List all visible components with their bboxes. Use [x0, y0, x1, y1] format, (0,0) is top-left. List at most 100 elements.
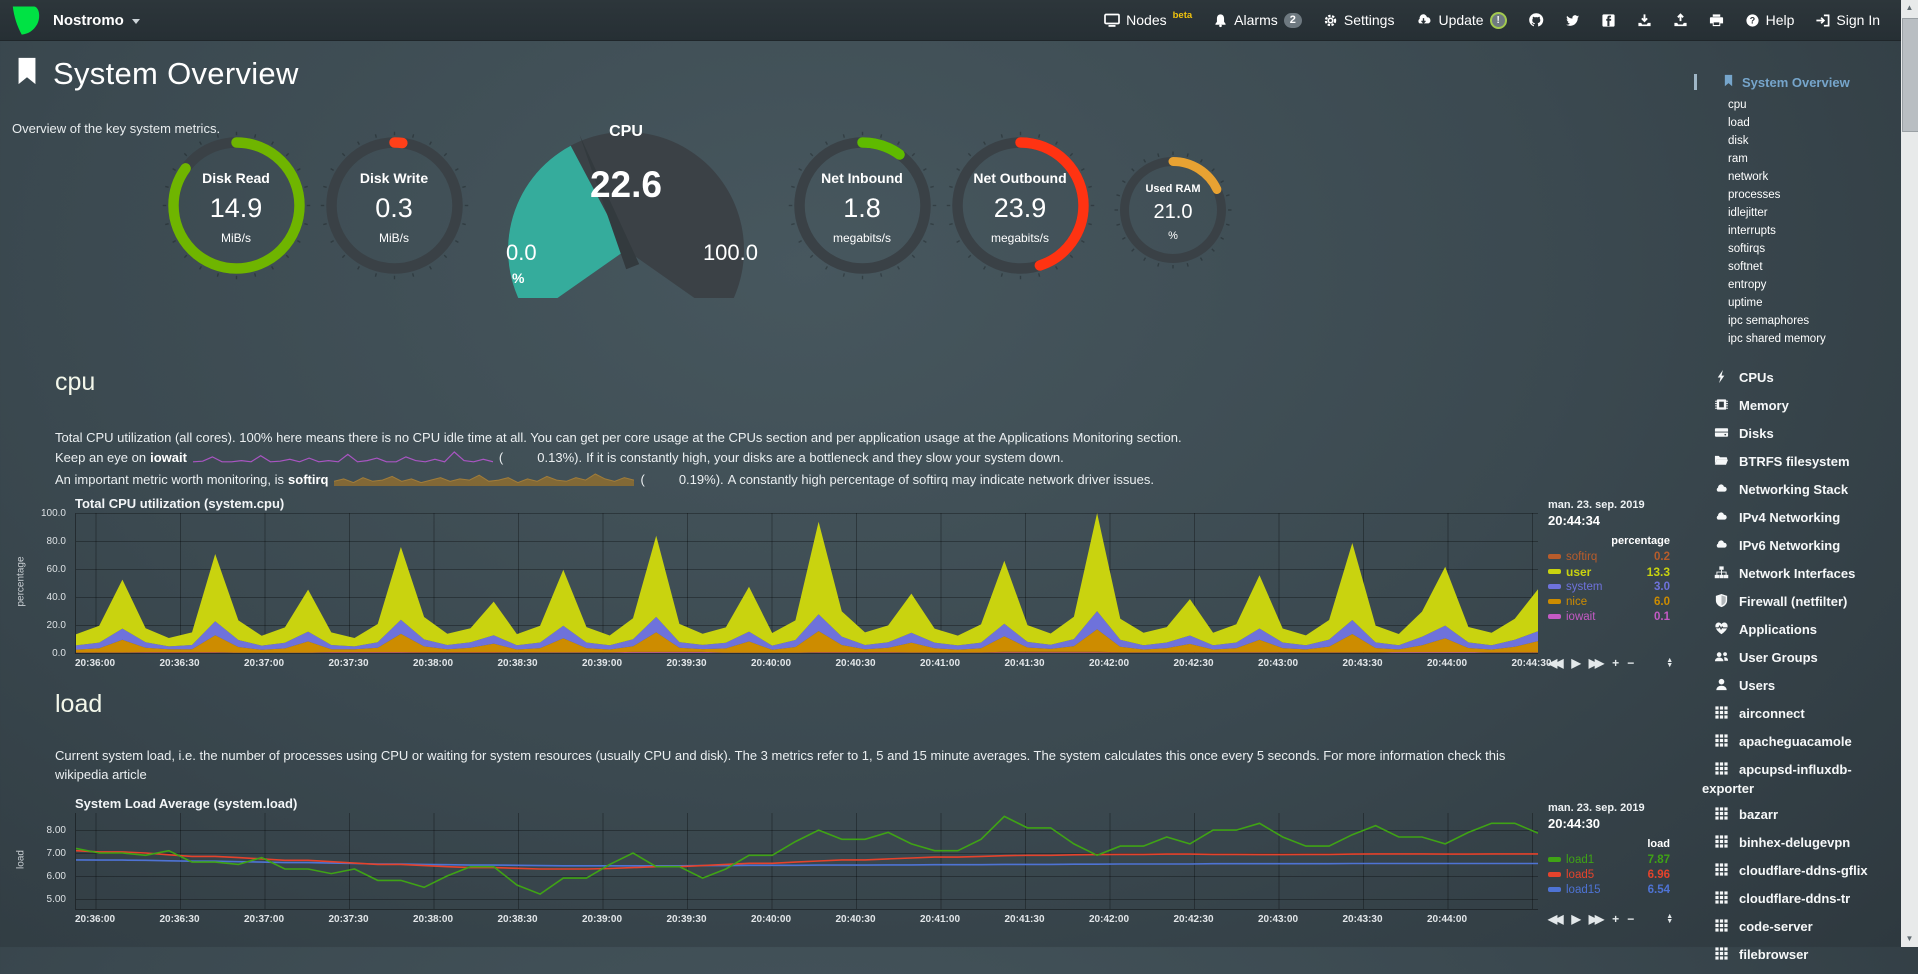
th-icon	[1714, 705, 1730, 724]
net-outbound-gauge[interactable]: Net Outbound 23.9 megabits/s	[944, 131, 1096, 280]
legend-row-load5[interactable]: load5 6.96	[1548, 867, 1670, 882]
resize-handle[interactable]: ▲ ▼	[1666, 912, 1674, 925]
pan-backward-button[interactable]: ◀◀	[1548, 912, 1564, 926]
sidebar-section-ipv4-networking[interactable]: IPv4 Networking	[1694, 509, 1892, 528]
sidebar-section-cloudflare-ddns-tr[interactable]: cloudflare-ddns-tr	[1694, 890, 1892, 909]
sidebar-subitem-softirqs[interactable]: softirqs	[1728, 243, 1766, 255]
sidebar-section-label: Disks	[1739, 426, 1774, 441]
sidebar-section-airconnect[interactable]: airconnect	[1694, 705, 1892, 724]
sidebar-subitem-disk[interactable]: disk	[1728, 135, 1749, 147]
legend-row-iowait[interactable]: iowait 0.1	[1548, 609, 1670, 624]
print-button[interactable]	[1709, 13, 1724, 28]
hostname-dropdown[interactable]: Nostromo	[53, 12, 140, 29]
legend-row-load15[interactable]: load15 6.54	[1548, 882, 1670, 897]
github-button[interactable]	[1528, 12, 1544, 28]
netdata-logo-icon[interactable]	[10, 4, 40, 37]
disk-read-gauge[interactable]: Disk Read 14.9 MiB/s	[160, 131, 312, 280]
sidebar-section-apacheguacamole[interactable]: apacheguacamole	[1694, 733, 1892, 752]
iowait-sparkline[interactable]	[192, 450, 493, 465]
wikipedia-link[interactable]: wikipedia article	[55, 767, 147, 782]
sidebar-submenu: cpu load disk ram network processes idlejitter…	[1694, 99, 1902, 351]
pan-forward-button[interactable]: ▶▶	[1588, 656, 1605, 670]
zoom-out-button[interactable]: −	[1627, 656, 1635, 670]
sidebar-subitem-cpu[interactable]: cpu	[1728, 99, 1747, 111]
legend-row-nice[interactable]: nice 6.0	[1548, 594, 1670, 609]
scrollbar-up-arrow[interactable]: ▲	[1905, 3, 1914, 12]
sidebar-subitem-entropy[interactable]: entropy	[1728, 279, 1767, 291]
legend-row-load1[interactable]: load1 7.87	[1548, 852, 1670, 867]
zoom-in-button[interactable]: +	[1612, 912, 1620, 926]
sidebar-section-label: CPUs	[1739, 370, 1774, 385]
sidebar-section-networking-stack[interactable]: Networking Stack	[1694, 481, 1892, 500]
sidebar-subitem-ram[interactable]: ram	[1728, 153, 1748, 165]
sidebar-item-system-overview[interactable]: System Overview	[1694, 74, 1902, 90]
th-icon	[1714, 761, 1730, 780]
sidebar-section-code-server[interactable]: code-server	[1694, 918, 1892, 937]
sidebar-section-users[interactable]: Users	[1694, 677, 1892, 696]
sidebar-section-cloudflare-ddns-gflix[interactable]: cloudflare-ddns-gflix	[1694, 862, 1892, 881]
pan-forward-button[interactable]: ▶▶	[1588, 912, 1605, 926]
used-ram-gauge[interactable]: Used RAM 21.0 %	[1110, 151, 1236, 269]
sidebar-section-filebrowser[interactable]: filebrowser	[1694, 946, 1892, 965]
legend-row-user[interactable]: user 13.3	[1548, 564, 1670, 579]
sidebar-subitem-network[interactable]: network	[1728, 171, 1769, 183]
pan-backward-button[interactable]: ◀◀	[1548, 656, 1564, 670]
sidebar-section-memory[interactable]: Memory	[1694, 397, 1892, 416]
chart-plot-area[interactable]	[75, 813, 1538, 910]
alarms-button[interactable]: Alarms 2	[1213, 12, 1302, 28]
sidebar-section-applications[interactable]: Applications	[1694, 621, 1892, 640]
sidebar-section-user-groups[interactable]: User Groups	[1694, 649, 1892, 668]
import-button[interactable]	[1673, 12, 1688, 28]
disk-write-gauge[interactable]: Disk Write 0.3 MiB/s	[318, 131, 470, 280]
chart-plot-area[interactable]	[75, 513, 1538, 654]
softirq-sparkline[interactable]	[334, 472, 635, 487]
twitter-button[interactable]	[1565, 13, 1580, 28]
legend-date: man. 23. sep. 2019	[1548, 499, 1645, 511]
scrollbar-down-arrow[interactable]: ▼	[1905, 934, 1914, 943]
sidebar-subitem-ipc-semaphores[interactable]: ipc semaphores	[1728, 315, 1810, 327]
play-button[interactable]: ▶	[1571, 912, 1581, 926]
legend-row-system[interactable]: system 3.0	[1548, 579, 1670, 594]
legend-date: man. 23. sep. 2019	[1548, 802, 1645, 814]
sidebar-section-disks[interactable]: Disks	[1694, 425, 1892, 444]
resize-handle[interactable]: ▲ ▼	[1666, 656, 1674, 669]
sidebar-section-ipv6-networking[interactable]: IPv6 Networking	[1694, 537, 1892, 556]
load-section-heading: load	[55, 690, 103, 718]
help-button[interactable]: ? Help	[1745, 12, 1794, 28]
sidebar-subitem-ipc-shared-memory[interactable]: ipc shared memory	[1728, 333, 1826, 345]
sidebar-section-label: Networking Stack	[1739, 482, 1849, 497]
update-button[interactable]: Update !	[1415, 11, 1507, 29]
net-inbound-gauge[interactable]: Net Inbound 1.8 megabits/s	[786, 131, 938, 280]
sidebar-subitem-interrupts[interactable]: interrupts	[1728, 225, 1776, 237]
sidebar-subitem-idlejitter[interactable]: idlejitter	[1728, 207, 1768, 219]
nodes-button[interactable]: Nodes beta	[1104, 9, 1193, 28]
gauge-title: Disk Write	[359, 170, 429, 186]
sidebar-subitem-softnet[interactable]: softnet	[1728, 261, 1763, 273]
play-button[interactable]: ▶	[1571, 656, 1581, 670]
sidebar-section-network-interfaces[interactable]: Network Interfaces	[1694, 565, 1892, 584]
page-scrollbar[interactable]: ▲ ▼	[1901, 0, 1918, 947]
cpu-utilization-chart[interactable]: Total CPU utilization (system.cpu) perce…	[15, 496, 1674, 670]
sign-in-button[interactable]: Sign In	[1815, 12, 1880, 28]
load-average-chart[interactable]: System Load Average (system.load) load 8…	[15, 796, 1674, 926]
facebook-button[interactable]	[1601, 13, 1616, 28]
legend-row-softirq[interactable]: softirq 0.2	[1548, 549, 1670, 564]
sidebar-subitem-uptime[interactable]: uptime	[1728, 297, 1763, 309]
sidebar-section-firewall-netfilter-[interactable]: Firewall (netfilter)	[1694, 593, 1892, 612]
settings-button[interactable]: Settings	[1323, 12, 1394, 28]
sidebar-section-cpus[interactable]: CPUs	[1694, 369, 1892, 388]
cpu-gauge[interactable]: CPU 22.6 0.0 100.0 %	[480, 112, 772, 312]
gauge-unit: MiB/s	[221, 231, 251, 245]
sidebar-section-bazarr[interactable]: bazarr	[1694, 806, 1892, 825]
sidebar-section-apcupsd-influxdb-exporter[interactable]: apcupsd-influxdb-exporter	[1694, 761, 1892, 797]
sidebar-section-btrfs-filesystem[interactable]: BTRFS filesystem	[1694, 453, 1892, 472]
sidebar-subitem-load[interactable]: load	[1728, 117, 1750, 129]
zoom-in-button[interactable]: +	[1612, 656, 1620, 670]
export-button[interactable]	[1637, 13, 1652, 28]
zoom-out-button[interactable]: −	[1627, 912, 1635, 926]
scrollbar-thumb[interactable]	[1902, 18, 1918, 132]
beta-badge: beta	[1172, 9, 1193, 21]
sidebar-subitem-processes[interactable]: processes	[1728, 189, 1781, 201]
sidebar-section-binhex-delugevpn[interactable]: binhex-delugevpn	[1694, 834, 1892, 853]
caret-down-icon	[131, 18, 140, 24]
